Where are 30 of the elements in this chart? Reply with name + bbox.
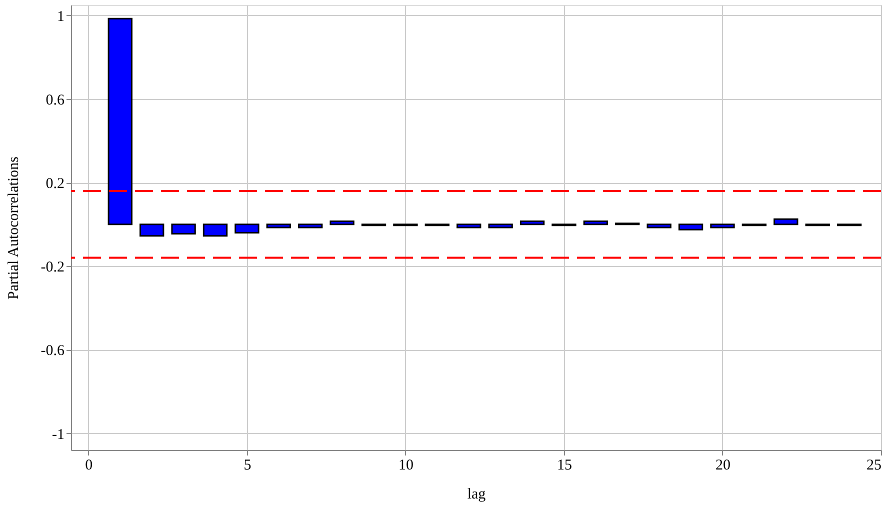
y-tick-label: 1 xyxy=(57,8,64,25)
x-tick-label: 0 xyxy=(85,458,93,474)
y-tick-label: -0.6 xyxy=(40,343,65,360)
bar xyxy=(330,220,354,226)
y-tick-label: -1 xyxy=(52,426,64,443)
bar xyxy=(520,220,545,226)
x-tick-label: 20 xyxy=(715,458,730,474)
bar xyxy=(298,224,323,228)
bar xyxy=(583,220,608,226)
bar xyxy=(488,224,513,228)
bar xyxy=(266,224,291,228)
bar xyxy=(710,224,735,228)
bar xyxy=(774,218,798,226)
bar xyxy=(171,224,196,235)
y-tick-label: -0.2 xyxy=(40,260,64,276)
bar xyxy=(202,224,228,237)
x-tick-label: 5 xyxy=(244,458,252,474)
bar xyxy=(140,224,164,237)
x-tick-label: 15 xyxy=(556,458,572,474)
bar xyxy=(108,18,132,226)
y-axis-title: Partial Autocorrelations xyxy=(6,156,22,300)
bar xyxy=(234,224,260,234)
x-axis-title: lag xyxy=(467,486,486,502)
y-tick-label: 0.2 xyxy=(46,176,64,192)
y-tick-label: 0.6 xyxy=(46,92,65,109)
bar xyxy=(678,224,704,230)
x-tick-label: 10 xyxy=(398,458,414,474)
bar xyxy=(456,224,482,228)
bar xyxy=(646,224,672,228)
x-tick-label: 25 xyxy=(866,458,882,474)
